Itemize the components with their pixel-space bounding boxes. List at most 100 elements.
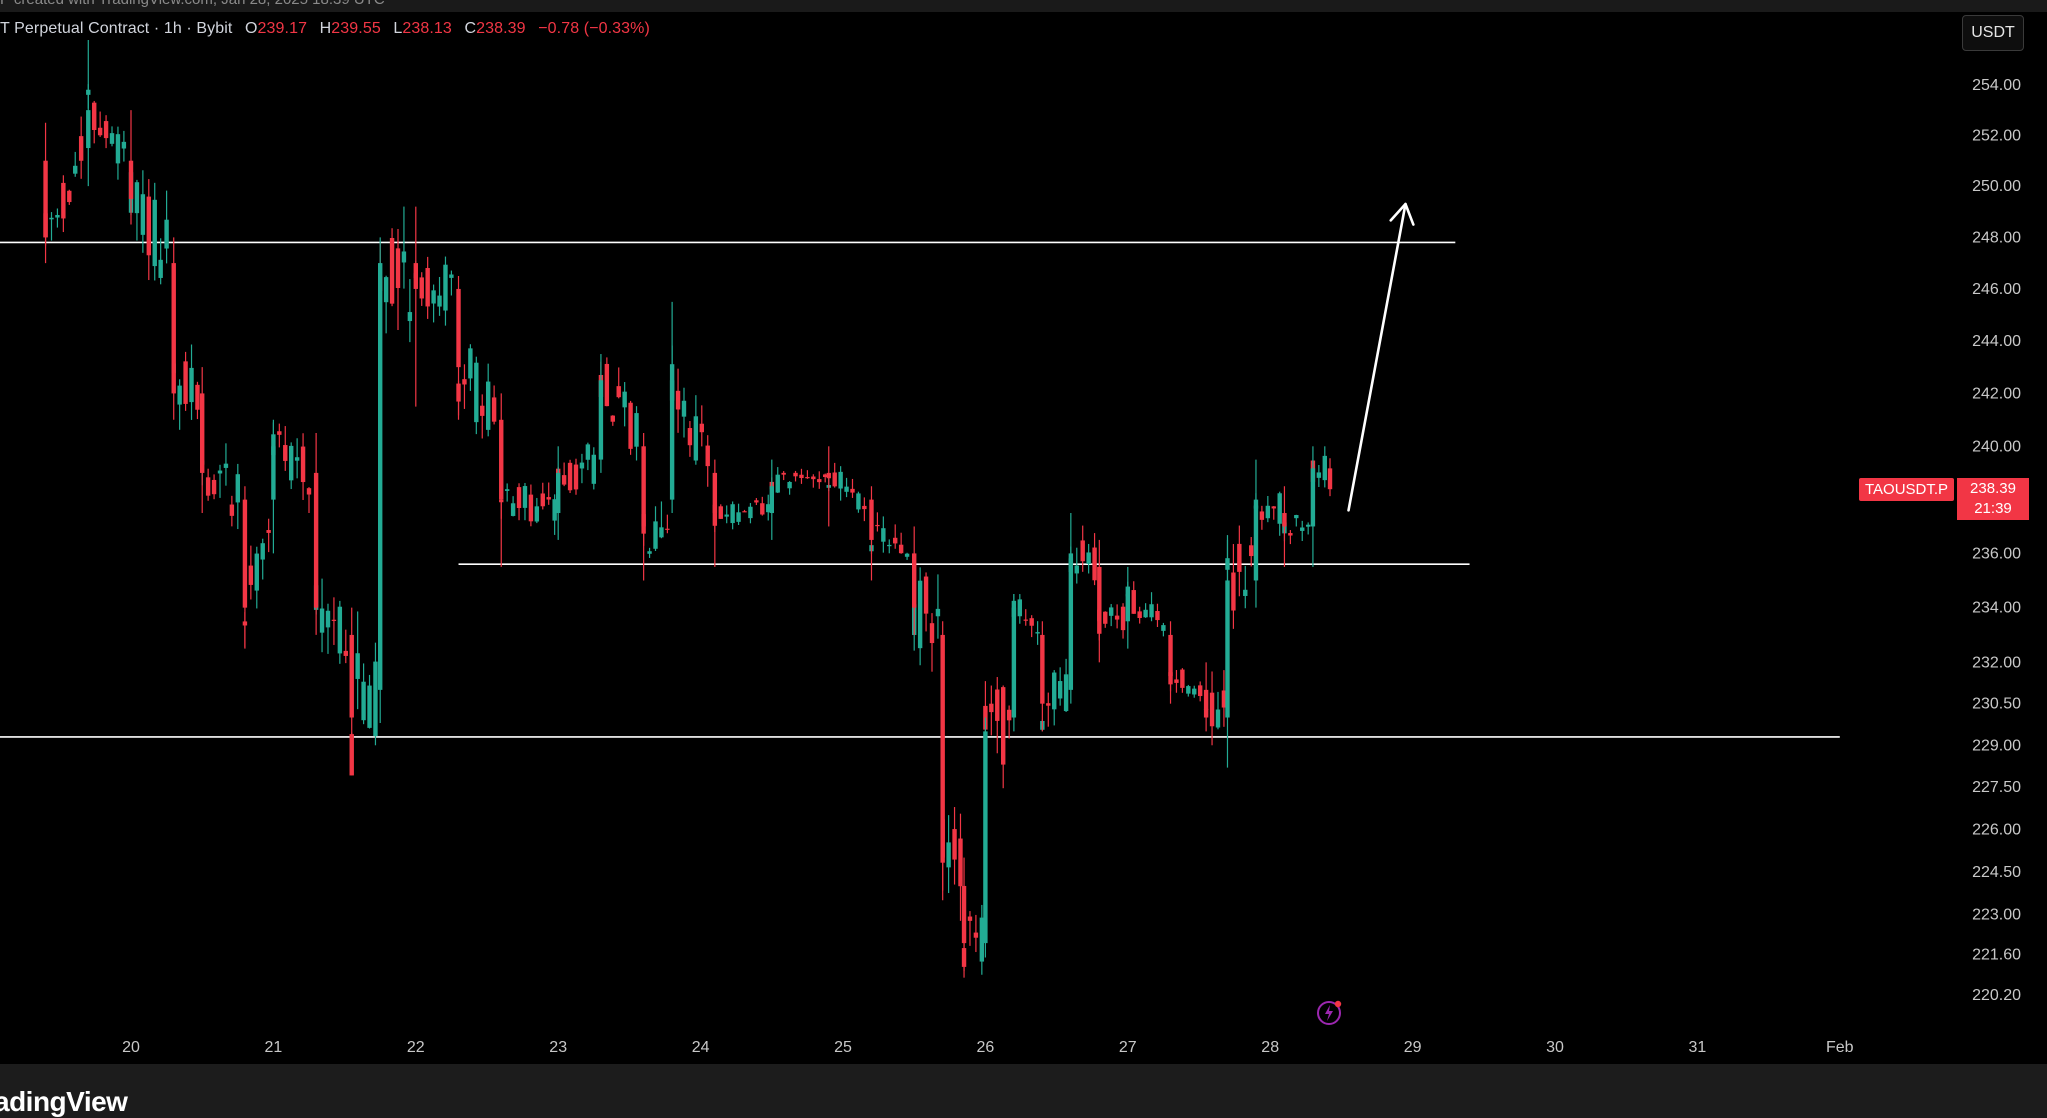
candle — [781, 471, 786, 481]
candle-body — [1215, 709, 1221, 728]
candle-body — [591, 454, 596, 484]
candle — [1120, 603, 1126, 639]
candle — [462, 364, 467, 409]
candle — [266, 518, 271, 553]
candle — [838, 466, 843, 501]
candle-body — [1259, 511, 1265, 520]
candle-body — [140, 194, 146, 235]
candle — [940, 621, 945, 901]
candle — [718, 504, 723, 519]
candle — [1300, 520, 1305, 542]
candle — [1125, 566, 1130, 649]
candle — [1161, 622, 1166, 637]
candle — [1168, 621, 1173, 704]
open-value: 239.17 — [257, 20, 308, 37]
candle — [443, 256, 448, 326]
candle — [395, 228, 401, 331]
price-chart[interactable]: 254.00 252.00 250.00 248.00 246.00 244.00 242.… — [0, 0, 2047, 1064]
candle-body — [875, 524, 880, 527]
candle-body — [361, 681, 366, 721]
candle-body — [1143, 609, 1148, 618]
candle-body — [1327, 468, 1333, 490]
candle — [115, 126, 121, 180]
candle — [1029, 615, 1034, 638]
candle-body — [289, 445, 294, 481]
candle-body — [1322, 455, 1327, 481]
candle — [1225, 539, 1230, 768]
lightning-icon[interactable] — [1316, 998, 1346, 1028]
candle — [401, 206, 407, 289]
currency-button[interactable]: USDT — [1962, 15, 2024, 51]
candle-body — [534, 506, 540, 522]
candle — [121, 130, 127, 162]
candle — [983, 717, 988, 958]
candle — [1143, 603, 1148, 618]
price-tick-label: 248.00 — [1972, 229, 2021, 246]
candle-body — [546, 497, 551, 500]
candle — [856, 491, 861, 513]
candle-body — [86, 110, 91, 149]
time-tick-label: 30 — [1546, 1039, 1564, 1056]
candle — [277, 423, 282, 448]
candle — [1221, 670, 1227, 727]
candle — [289, 442, 294, 490]
candle-body — [1221, 690, 1227, 708]
candle-body — [787, 481, 792, 489]
candle — [1155, 603, 1160, 628]
candle — [103, 115, 109, 149]
candle — [989, 685, 994, 736]
candle-body — [55, 215, 60, 218]
candle — [146, 179, 151, 281]
price-tick-label: 242.00 — [1972, 385, 2021, 402]
candle-body — [1265, 505, 1271, 519]
candle — [248, 545, 254, 600]
candle-body — [887, 544, 892, 547]
candle — [1074, 547, 1079, 584]
candle-body — [306, 488, 312, 495]
candle — [283, 426, 288, 471]
candle — [681, 387, 687, 438]
candle — [449, 270, 454, 296]
candle-body — [1271, 506, 1276, 509]
candle-body — [504, 489, 510, 491]
candle — [254, 546, 259, 609]
candle-body — [1192, 688, 1197, 695]
candle-body — [1040, 634, 1045, 704]
price-tick-label: 224.50 — [1972, 864, 2021, 881]
candle-body — [923, 576, 929, 614]
candle-body — [229, 504, 235, 516]
candle-body — [189, 367, 194, 403]
candle — [229, 495, 235, 527]
price-tick-label: 252.00 — [1972, 127, 2021, 144]
candle — [78, 116, 84, 179]
candle-body — [242, 499, 248, 608]
candle — [378, 237, 383, 724]
header-snippet: P created with TradingView.com, Jan 28, … — [0, 0, 385, 8]
candle-body — [67, 190, 72, 203]
candle — [659, 501, 664, 539]
candle-body — [367, 685, 372, 728]
candle-body — [61, 182, 66, 219]
price-tick-label: 232.00 — [1972, 654, 2021, 671]
candle — [383, 275, 389, 334]
candle — [158, 238, 163, 285]
candle-body — [811, 476, 816, 480]
candle-body — [313, 472, 319, 608]
candle-body — [1063, 674, 1069, 712]
candle-body — [1277, 493, 1282, 524]
candle — [1237, 525, 1242, 597]
candle — [647, 547, 652, 558]
candle-body — [1092, 547, 1097, 581]
candle-body — [115, 134, 121, 164]
candle-body — [556, 472, 561, 514]
candle — [622, 382, 627, 427]
symbol-name[interactable]: T Perpetual Contract · 1h · Bybit — [0, 20, 233, 37]
candle — [805, 470, 810, 479]
candle-body — [171, 263, 176, 394]
candle — [598, 354, 604, 473]
candle-body — [456, 288, 461, 368]
candle-body — [211, 479, 217, 495]
candle — [923, 572, 929, 632]
candle — [961, 857, 967, 978]
candle-body — [128, 160, 134, 199]
